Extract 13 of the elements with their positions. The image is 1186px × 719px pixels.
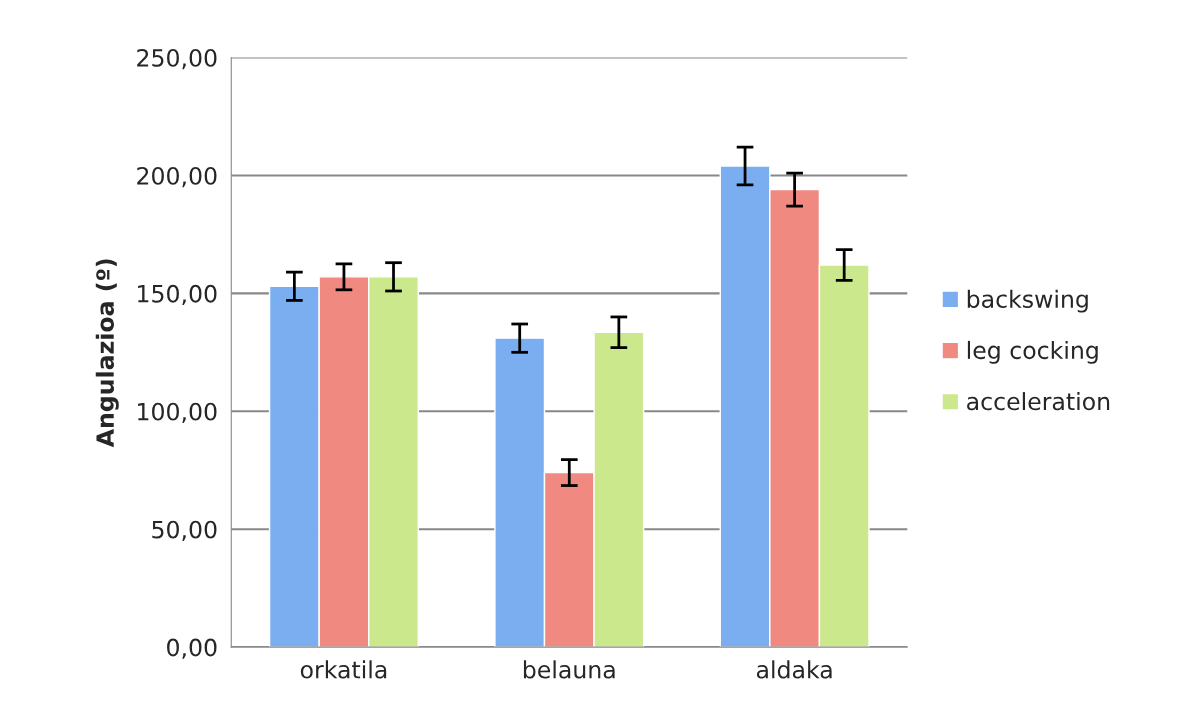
y-tick-label: 200,00 bbox=[137, 166, 217, 188]
x-tick-label: orkatila bbox=[300, 660, 387, 679]
legend-label: leg cocking bbox=[967, 340, 1098, 364]
y-tick-label: 100,00 bbox=[138, 402, 217, 423]
y-tick-label: 0,00 bbox=[167, 638, 217, 659]
y-axis-title: Angulazioa (º) bbox=[95, 259, 119, 448]
y-tick-label: 50,00 bbox=[152, 520, 217, 541]
y-tick-label: 150,00 bbox=[138, 284, 217, 306]
y-tick-label: 250,00 bbox=[137, 48, 217, 70]
x-tick-label: aldaka bbox=[756, 660, 832, 679]
legend-label: acceleration bbox=[967, 392, 1110, 411]
legend-label: backswing bbox=[967, 289, 1088, 313]
x-tick-label: belauna bbox=[523, 660, 615, 679]
